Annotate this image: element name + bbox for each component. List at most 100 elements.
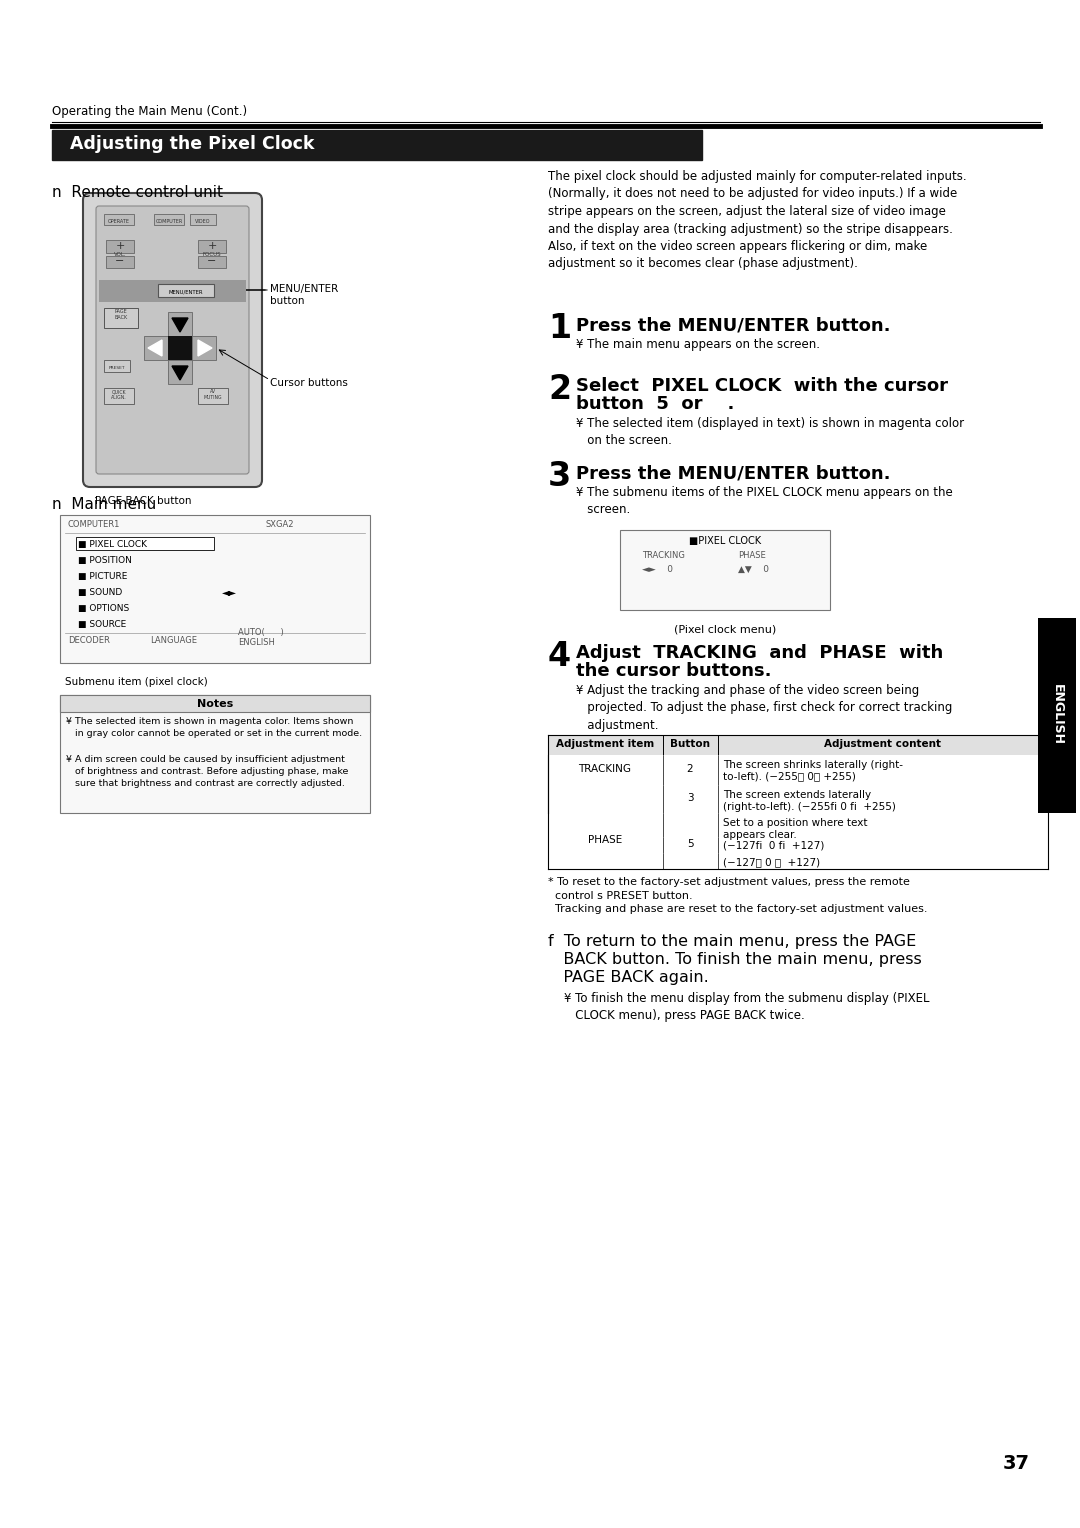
Text: TRACKING: TRACKING (642, 552, 685, 559)
Text: Submenu item (pixel clock): Submenu item (pixel clock) (65, 677, 207, 688)
Text: ■ SOURCE: ■ SOURCE (78, 620, 126, 630)
Text: ¥ The main menu appears on the screen.: ¥ The main menu appears on the screen. (576, 338, 820, 351)
Text: ■ SOUND: ■ SOUND (78, 588, 122, 597)
Text: DECODER: DECODER (68, 636, 110, 645)
Text: (−127fi  0 fi  +127): (−127fi 0 fi +127) (723, 840, 824, 851)
Bar (192, 336, 216, 361)
Text: ¥ Adjust the tracking and phase of the video screen being
   projected. To adjus: ¥ Adjust the tracking and phase of the v… (576, 685, 953, 732)
Bar (104, 388, 134, 403)
Text: 2: 2 (548, 373, 571, 406)
Text: ▲▼    0: ▲▼ 0 (738, 565, 769, 575)
Bar (190, 214, 216, 225)
Text: The screen shrinks laterally (right-
to-left). (−255・ 0・ +255): The screen shrinks laterally (right- to-… (723, 759, 903, 782)
Text: ■ POSITION: ■ POSITION (78, 556, 132, 565)
Text: n  Main menu: n Main menu (52, 497, 157, 512)
Text: ¥ The submenu items of the PIXEL CLOCK menu appears on the
   screen.: ¥ The submenu items of the PIXEL CLOCK m… (576, 486, 953, 516)
Text: ¥ The selected item is shown in magenta color. Items shown
   in gray color cann: ¥ The selected item is shown in magenta … (66, 717, 362, 738)
Text: Adjustment item: Adjustment item (556, 740, 654, 749)
Bar (60, 695, 370, 712)
Bar (52, 130, 702, 160)
Text: 4: 4 (548, 640, 571, 672)
Text: The pixel clock should be adjusted mainly for computer-related inputs.
(Normally: The pixel clock should be adjusted mainl… (548, 170, 967, 270)
Text: MENU/ENTER: MENU/ENTER (168, 290, 203, 295)
Text: +: + (207, 241, 217, 251)
Text: Operating the Main Menu (Cont.): Operating the Main Menu (Cont.) (52, 105, 247, 118)
Bar (99, 280, 246, 303)
Text: ■ OPTIONS: ■ OPTIONS (78, 604, 130, 613)
Text: Button: Button (670, 740, 710, 749)
Text: −: − (116, 257, 124, 266)
Text: Select  PIXEL CLOCK  with the cursor: Select PIXEL CLOCK with the cursor (576, 377, 948, 396)
Text: Notes: Notes (197, 698, 233, 709)
Text: 3: 3 (548, 460, 571, 494)
Text: Press the MENU/ENTER button.: Press the MENU/ENTER button. (576, 316, 891, 335)
Text: 5: 5 (687, 839, 693, 850)
Bar (620, 530, 831, 610)
Bar (548, 853, 1048, 869)
Text: 3: 3 (687, 793, 693, 804)
Text: ENGLISH: ENGLISH (238, 639, 275, 646)
Bar (158, 284, 214, 296)
Bar (548, 785, 1048, 813)
Bar (104, 309, 138, 329)
Text: ENGLISH: ENGLISH (1051, 685, 1064, 746)
Text: button: button (270, 296, 305, 306)
Text: 37: 37 (1003, 1455, 1030, 1473)
Text: Press the MENU/ENTER button.: Press the MENU/ENTER button. (576, 465, 891, 481)
Text: n  Remote control unit: n Remote control unit (52, 185, 222, 200)
Text: ■PIXEL CLOCK: ■PIXEL CLOCK (689, 536, 761, 545)
Text: AV
MUTING: AV MUTING (204, 390, 222, 400)
Text: BACK button. To finish the main menu, press: BACK button. To finish the main menu, pr… (548, 952, 921, 967)
Polygon shape (172, 318, 188, 332)
Bar (1038, 617, 1076, 813)
Bar (548, 813, 1048, 837)
Polygon shape (198, 341, 212, 356)
Bar (168, 336, 192, 361)
Text: SXGA2: SXGA2 (265, 520, 294, 529)
Text: VOL.: VOL. (113, 252, 126, 257)
Text: ■ PICTURE: ■ PICTURE (78, 571, 127, 581)
Text: ◄►: ◄► (222, 587, 237, 597)
Text: ■ PIXEL CLOCK: ■ PIXEL CLOCK (78, 539, 147, 549)
Text: PAGE BACK again.: PAGE BACK again. (548, 970, 708, 986)
Bar (168, 361, 192, 384)
Text: QUICK
ALIGN.: QUICK ALIGN. (111, 390, 126, 400)
Text: TRACKING: TRACKING (579, 764, 632, 775)
Text: PAGE BACK button: PAGE BACK button (95, 497, 191, 506)
Text: ¥ A dim screen could be caused by insufficient adjustment
   of brightness and c: ¥ A dim screen could be caused by insuff… (66, 755, 349, 787)
Text: 1: 1 (548, 312, 571, 345)
Bar (104, 361, 130, 371)
Text: f  To return to the main menu, press the PAGE: f To return to the main menu, press the … (548, 934, 916, 949)
Bar (198, 240, 226, 254)
Text: Adjusting the Pixel Clock: Adjusting the Pixel Clock (70, 134, 314, 153)
Text: PRESET: PRESET (109, 367, 125, 370)
Bar (198, 257, 226, 267)
Bar (548, 755, 1048, 785)
Text: * To reset to the factory-set adjustment values, press the remote
  control s PR: * To reset to the factory-set adjustment… (548, 877, 928, 914)
Bar (144, 336, 168, 361)
Text: (Pixel clock menu): (Pixel clock menu) (674, 623, 777, 634)
Text: LANGUAGE: LANGUAGE (150, 636, 197, 645)
Text: 2: 2 (687, 764, 693, 775)
Text: button  5  or    .: button 5 or . (576, 396, 734, 413)
Text: +: + (116, 241, 124, 251)
Text: Adjustment content: Adjustment content (824, 740, 942, 749)
Text: OPERATE: OPERATE (108, 219, 130, 225)
Bar (104, 214, 134, 225)
Text: COMPUTER: COMPUTER (156, 219, 183, 225)
Text: VIDEO: VIDEO (195, 219, 211, 225)
Text: the cursor buttons.: the cursor buttons. (576, 662, 771, 680)
Bar (106, 240, 134, 254)
Polygon shape (172, 367, 188, 380)
Bar (168, 312, 192, 336)
Bar (548, 735, 1048, 755)
Text: PAGE
BACK: PAGE BACK (114, 309, 127, 319)
Text: The screen extends laterally
(right-to-left). (−255fi 0 fi  +255): The screen extends laterally (right-to-l… (723, 790, 896, 811)
Bar (154, 214, 184, 225)
Text: Cursor buttons: Cursor buttons (270, 377, 348, 388)
Polygon shape (148, 341, 162, 356)
Text: ¥ The selected item (displayed in text) is shown in magenta color
   on the scre: ¥ The selected item (displayed in text) … (576, 417, 964, 448)
Text: COMPUTER1: COMPUTER1 (68, 520, 120, 529)
Bar (548, 837, 1048, 853)
Bar (60, 515, 370, 663)
